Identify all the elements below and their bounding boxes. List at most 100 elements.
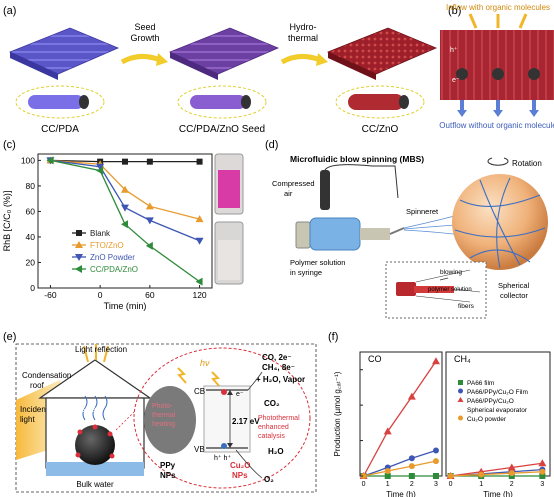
legend-marker-c-2 [75, 254, 83, 261]
electron-label-e: e⁻ [236, 391, 244, 398]
cu2o-label-1: Cu₂O [230, 461, 250, 470]
polymer-syringe [295, 217, 405, 251]
outflow-label: Outflow without organic molecule [439, 121, 554, 130]
co2-label: CO₂ [264, 399, 280, 408]
data-point [46, 156, 54, 165]
y-axis-label: RhB [C/C₀ (%)] [2, 191, 12, 252]
y-tick-label: 20 [26, 257, 36, 267]
panel-b-label: (b) [448, 5, 461, 17]
x-tick-label: 1 [479, 481, 483, 488]
holes-label: h⁺ h⁺ [214, 454, 231, 462]
bandgap-label: 2.17 eV [232, 417, 260, 426]
hv-label: hν [200, 358, 210, 368]
lightning-icon [177, 367, 187, 384]
legend-label-c-1: FTO/ZnO [90, 241, 124, 250]
legend-marker-1 [458, 380, 463, 385]
polymer-label-1: Polymer solution [290, 258, 345, 267]
x-tick-label: 0 [449, 481, 453, 488]
x-tick-label: 120 [192, 290, 206, 300]
legend-marker-c-1 [75, 241, 83, 248]
compressed-air-cylinder [320, 164, 399, 210]
legend-label-5: Cu₂O powder [467, 416, 507, 423]
data-point [432, 473, 439, 479]
bulk-water-label: Bulk water [76, 480, 114, 489]
spinneret-label: Spinneret [406, 207, 439, 216]
series-line-2 [450, 462, 543, 477]
mechanism-zoom-ellipse [133, 347, 311, 489]
data-point [538, 459, 547, 467]
enhanced-3: catalysis [258, 433, 285, 440]
rotation-label: Rotation [512, 159, 542, 168]
series-line-3 [450, 471, 543, 477]
chart-c-plot: -60 0 60 120 0 20 40 60 80 100 Time (min) RhB [C/C₀… [2, 153, 213, 311]
x-tick-label: 2 [410, 481, 414, 488]
compressed-air-label-1: Compressed [272, 179, 315, 188]
series-line-3 [50, 159, 200, 283]
legend-label-2: PA66/PPy/Cu₂O Film [467, 389, 528, 396]
data-point [121, 204, 129, 212]
inflow-label: Inflow with organic molecules [446, 3, 550, 12]
products-line-1: CO, 2e⁻ [262, 353, 292, 362]
chart-f-left-plot: 0 1 2 3 Time (h) Production (µmol g꜀ₐₜ⁻¹) [333, 351, 443, 497]
data-point [432, 447, 439, 454]
steam-label: Steam [80, 405, 103, 414]
incident-label-1: Incident [20, 405, 49, 414]
h2o-label: H₂O [268, 447, 284, 456]
cc-pda-fabric [8, 27, 120, 119]
x-tick-label: 60 [145, 290, 155, 300]
data-point [431, 357, 440, 365]
condensation-label-1: Condensation [22, 371, 71, 380]
x-tick-label: 2 [510, 481, 514, 488]
data-point [384, 473, 391, 479]
light-reflection-label: Light reflection [75, 345, 127, 354]
vb-label: VB [194, 445, 205, 454]
condensation-label-2: roof [30, 381, 45, 390]
data-point [121, 220, 128, 229]
legend-label-c-0: Blank [90, 229, 111, 238]
mbs-title: Microfluidic blow spinning (MBS) [290, 154, 424, 164]
panel-f: (f) 0 1 2 3 Time (h) Production (µmol g꜀ₐₜ⁻¹)… [328, 331, 551, 497]
cc-pda-zno-seed-fabric [168, 27, 280, 119]
zno-fibers-bundle [440, 30, 554, 100]
data-point [146, 158, 153, 165]
collector-label-2: collector [500, 291, 528, 300]
data-point [508, 470, 515, 477]
water-vapor-label: + H₂O, Vapor [256, 375, 305, 384]
f-legend: PA66 film PA66/PPy/Cu₂O Film PA66/PPy/Cu… [457, 380, 528, 423]
arrow2-line1: Hydro- [289, 22, 316, 32]
x-axis-label: Time (h) [386, 490, 416, 497]
data-point [145, 241, 153, 250]
blowing-label: blowing [440, 269, 462, 276]
chart-f-right-plot: 0 1 2 3 Time (h) [445, 351, 551, 497]
plot-frame [445, 351, 551, 477]
data-point [408, 473, 415, 479]
panel-f-label: (f) [328, 331, 338, 343]
enhanced-1: Photothermal [258, 415, 300, 422]
data-point [447, 473, 454, 479]
data-point [478, 471, 485, 478]
vial-before [214, 153, 244, 215]
panel-a-label: (a) [3, 5, 16, 17]
data-point [195, 237, 204, 245]
series-line-3 [363, 460, 437, 477]
o2-label: O₂ [264, 475, 274, 484]
data-point [96, 166, 104, 175]
hole-label: h⁺ [450, 46, 458, 54]
x-tick-label: 0 [98, 290, 103, 300]
legend-marker-c-0 [76, 230, 82, 236]
data-point [195, 277, 203, 286]
ppy-label-2: NPs [160, 471, 176, 480]
x-tick-label: 0 [362, 481, 366, 488]
polymer-label-2: in syringe [290, 268, 322, 277]
arrow1-line1: Seed [134, 22, 155, 32]
cb-label: CB [194, 387, 205, 396]
data-point [432, 458, 439, 465]
legend-label-c-2: ZnO Powder [90, 253, 135, 262]
photothermal-1: Photo- [152, 403, 173, 410]
legend-label-1: PA66 film [467, 380, 494, 387]
series-line-2 [50, 159, 200, 242]
legend-marker-5 [458, 415, 463, 421]
polymer-solution-label: polymer solution [428, 287, 472, 293]
y-tick-label: 60 [26, 206, 36, 216]
enhanced-2: enhanced [258, 424, 289, 431]
